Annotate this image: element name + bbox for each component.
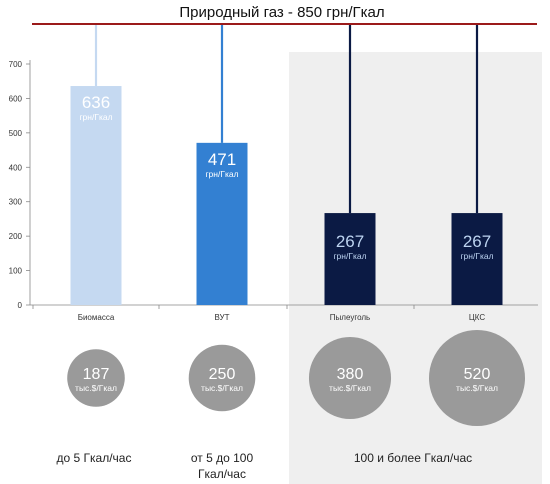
- category-label: ЦКС: [469, 313, 485, 322]
- capacity-range-label: до 5 Гкал/час: [57, 451, 132, 465]
- chart-title: Природный газ - 850 грн/Гкал: [179, 4, 384, 21]
- bar-unit-label: грн/Гкал: [79, 112, 112, 122]
- capex-value-label: 380: [337, 366, 364, 383]
- capacity-range-label: от 5 до 100 Гкал/час: [191, 451, 254, 481]
- capex-unit-label: тыс.$/Гкал: [456, 383, 498, 393]
- bar-value-label: 267: [336, 232, 364, 251]
- capex-unit-label: тыс.$/Гкал: [75, 383, 117, 393]
- y-tick-label: 700: [9, 60, 23, 69]
- bar-value-label: 636: [82, 93, 110, 112]
- capex-unit-label: тыс.$/Гкал: [201, 383, 243, 393]
- bar-unit-label: грн/Гкал: [460, 251, 493, 261]
- y-tick-label: 300: [9, 198, 23, 207]
- y-tick-label: 0: [18, 301, 23, 310]
- capex-circle: [429, 330, 525, 426]
- capex-circle: [188, 344, 256, 412]
- capacity-range-labels: до 5 Гкал/час от 5 до 100 Гкал/час 100 и бо…: [57, 451, 473, 481]
- capex-circle: [67, 349, 125, 407]
- capex-value-label: 250: [209, 366, 236, 383]
- y-tick-label: 600: [9, 94, 23, 103]
- bar: [70, 86, 122, 305]
- capex-value-label: 187: [83, 366, 110, 383]
- capex-circles: 187тыс.$/Гкал250тыс.$/Гкал380тыс.$/Гкал5…: [67, 330, 525, 426]
- bar-unit-label: грн/Гкал: [333, 251, 366, 261]
- capex-value-label: 520: [464, 366, 491, 383]
- capex-circle: [308, 336, 392, 420]
- bar: [196, 142, 248, 305]
- bar-value-label: 471: [208, 150, 236, 169]
- y-tick-label: 400: [9, 163, 23, 172]
- y-axis: 0 100 200 300 400 500 600 700: [9, 60, 31, 310]
- category-label: Биомасса: [78, 313, 115, 322]
- bar: [451, 213, 503, 305]
- y-tick-label: 200: [9, 232, 23, 241]
- capacity-range-label: 100 и более Гкал/час: [354, 451, 472, 465]
- capex-unit-label: тыс.$/Гкал: [329, 383, 371, 393]
- y-tick-label: 500: [9, 129, 23, 138]
- bars: 636грн/ГкалБиомасса471грн/ГкалВУТ267грн/…: [32, 24, 503, 322]
- bar: [324, 213, 376, 305]
- category-label: Пылеуголь: [330, 313, 370, 322]
- bar-value-label: 267: [463, 232, 491, 251]
- bar-unit-label: грн/Гкал: [205, 169, 238, 179]
- category-label: ВУТ: [214, 313, 229, 322]
- y-tick-label: 100: [9, 267, 23, 276]
